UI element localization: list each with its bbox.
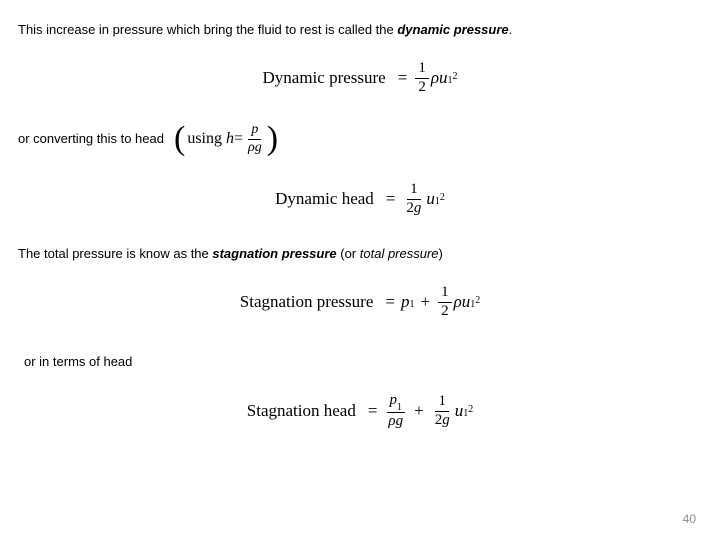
head-line: or in terms of head bbox=[24, 354, 702, 371]
term-dynamic-pressure: dynamic pressure bbox=[397, 22, 508, 37]
converting-text: or converting this to head bbox=[18, 131, 164, 148]
h-frac: p ρg bbox=[245, 123, 265, 155]
eq4-frac1: p1 ρg bbox=[385, 393, 406, 430]
eq2-term: u12 bbox=[426, 189, 445, 209]
intro-before: This increase in pressure which bring th… bbox=[18, 22, 397, 37]
term-total-pressure: total pressure bbox=[360, 246, 439, 261]
eq1-label: Dynamic pressure bbox=[263, 68, 386, 88]
equation-dynamic-pressure: Dynamic pressure = 1 2 ρu12 bbox=[18, 61, 702, 96]
stagnation-line: The total pressure is know as the stagna… bbox=[18, 246, 702, 263]
eq2-label: Dynamic head bbox=[275, 189, 374, 209]
eq2-frac: 1 2g bbox=[403, 182, 424, 217]
eq4-frac2: 1 2g bbox=[432, 394, 453, 429]
intro-after: . bbox=[509, 22, 513, 37]
eq3-p1: p1 bbox=[401, 292, 415, 312]
term-stagnation-pressure: stagnation pressure bbox=[212, 246, 336, 261]
page-number: 40 bbox=[683, 512, 696, 526]
equation-stagnation-pressure: Stagnation pressure = p1 + 1 2 ρu12 bbox=[18, 285, 702, 320]
eq3-term: ρu12 bbox=[454, 292, 481, 312]
equation-dynamic-head: Dynamic head = 1 2g u12 bbox=[18, 182, 702, 217]
converting-line: or converting this to head ( using h = p… bbox=[18, 123, 702, 155]
equation-stagnation-head: Stagnation head = p1 ρg + 1 2g u12 bbox=[18, 393, 702, 430]
intro-line: This increase in pressure which bring th… bbox=[18, 22, 702, 39]
eq4-term: u12 bbox=[455, 401, 474, 421]
eq3-label: Stagnation pressure bbox=[240, 292, 374, 312]
eq1-term: ρu12 bbox=[431, 68, 458, 88]
using-expression: ( using h = p ρg ) bbox=[174, 123, 278, 155]
eq4-label: Stagnation head bbox=[247, 401, 356, 421]
eq1-equals: = bbox=[398, 68, 408, 88]
eq3-frac: 1 2 bbox=[438, 285, 452, 320]
eq1-frac: 1 2 bbox=[415, 61, 429, 96]
